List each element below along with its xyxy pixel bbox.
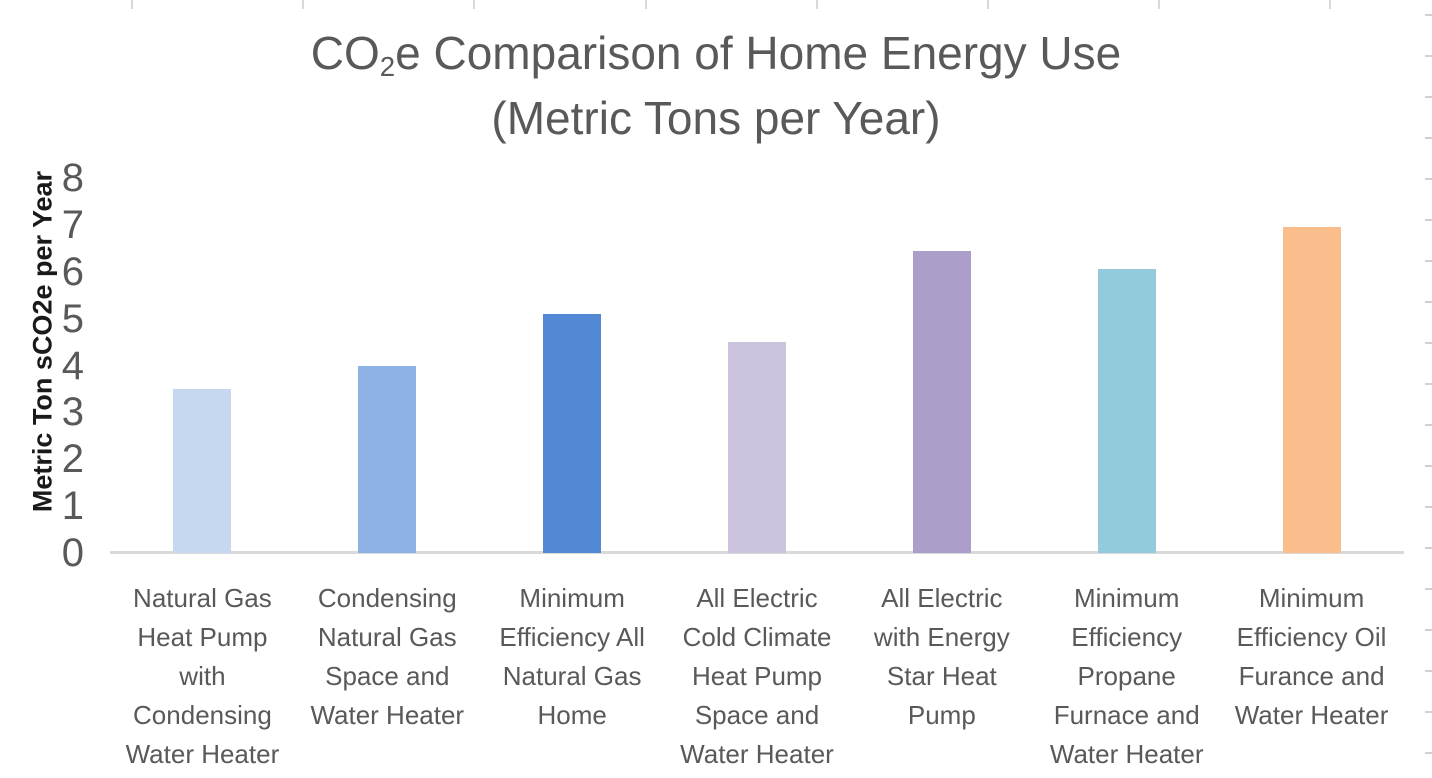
y-tick-label: 0: [61, 531, 84, 575]
right-gridline-mark: [1425, 670, 1432, 672]
category-label-6: Minimum Efficiency Propane Furnace and Water…: [1049, 583, 1204, 769]
bar-6[interactable]: [1097, 269, 1156, 553]
top-gridline-mark: [816, 0, 818, 9]
right-gridline-mark: [1425, 629, 1432, 631]
y-tick-label: 3: [61, 390, 84, 435]
right-gridline-mark: [1425, 547, 1432, 549]
category-label-2: Condensing Natural Gas Space and Water Heat…: [310, 583, 465, 730]
right-gridline-mark: [1425, 424, 1432, 426]
y-tick-label: 2: [61, 437, 84, 482]
category-label-3: Minimum Efficiency All Natural Gas Home: [499, 583, 645, 730]
right-gridline-mark: [1425, 506, 1432, 508]
right-gridline-mark: [1425, 711, 1432, 713]
bar-2[interactable]: [358, 365, 417, 553]
y-tick-label: 6: [61, 249, 84, 294]
right-gridline-mark: [1425, 383, 1432, 385]
right-gridline-mark: [1425, 465, 1432, 467]
chart-title: CO2e Comparison of Home Energy Use (Metr…: [0, 24, 1432, 147]
right-gridline-mark: [1425, 178, 1432, 180]
top-gridline-mark: [645, 0, 647, 9]
bar-3[interactable]: [543, 313, 602, 553]
chart-title-line1: CO2e Comparison of Home Energy Use: [310, 27, 1122, 82]
y-tick-label: 1: [61, 484, 84, 529]
category-label-1: Natural Gas Heat Pump with Condensing Water …: [125, 583, 280, 769]
bar-5[interactable]: [912, 250, 971, 553]
category-label-5: All Electric with Energy Star Heat Pump: [873, 583, 1010, 730]
y-tick-label: 7: [61, 202, 84, 247]
y-tick-label: 5: [61, 296, 84, 341]
top-gridline-mark: [131, 0, 133, 9]
category-label-7: Minimum Efficiency Oil Furance and Water He…: [1234, 583, 1389, 730]
right-gridline-mark: [1425, 342, 1432, 344]
top-gridline-mark: [987, 0, 989, 9]
right-gridline-mark: [1425, 260, 1432, 262]
y-tick-label: 8: [61, 156, 84, 200]
right-gridline-mark: [1425, 137, 1432, 139]
top-gridline-mark: [473, 0, 475, 9]
right-gridline-mark: [1425, 301, 1432, 303]
right-gridline-mark: [1425, 219, 1432, 221]
y-tick-label: 4: [61, 343, 84, 388]
top-gridline-mark: [1329, 0, 1331, 9]
right-gridline-mark: [1425, 752, 1432, 754]
top-gridline-mark: [302, 0, 304, 9]
right-gridline-mark: [1425, 96, 1432, 98]
chart-title-line2: (Metric Tons per Year): [491, 92, 941, 144]
bar-4[interactable]: [728, 342, 786, 553]
category-label-4: All Electric Cold Climate Heat Pump Space a…: [680, 583, 834, 769]
bar-7[interactable]: [1282, 227, 1341, 553]
right-gridline-mark: [1425, 14, 1432, 16]
top-gridline-mark: [1158, 0, 1160, 9]
bar-1[interactable]: [173, 388, 232, 553]
right-gridline-mark: [1425, 55, 1432, 57]
title-subscript: 2: [379, 50, 396, 82]
right-gridline-mark: [1425, 588, 1432, 590]
